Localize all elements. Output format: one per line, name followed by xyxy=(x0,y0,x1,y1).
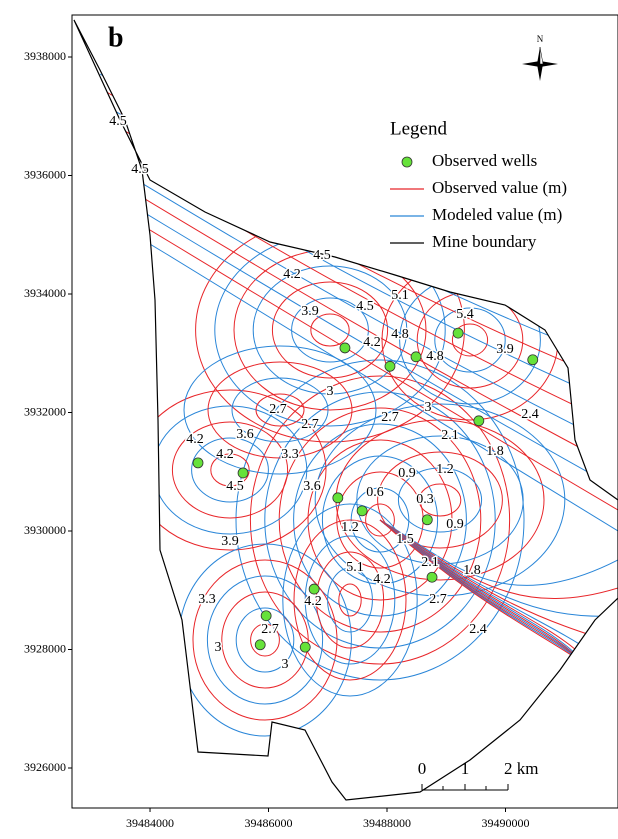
contour-label: 4.2 xyxy=(283,267,301,282)
contour-label: 1.8 xyxy=(486,444,504,459)
panel-label: b xyxy=(108,22,124,53)
x-tick-label: 39488000 xyxy=(363,816,411,830)
contour-label: 2.1 xyxy=(441,428,459,443)
x-tick-label: 39484000 xyxy=(126,816,174,830)
well xyxy=(340,343,350,353)
contour-label: 4.2 xyxy=(373,572,391,587)
contour-label: 2.4 xyxy=(521,407,539,422)
contour-label: 3.9 xyxy=(221,534,239,549)
scale-label: 2 km xyxy=(504,759,538,778)
contour-label: 5.1 xyxy=(391,288,409,303)
well xyxy=(357,506,367,516)
contour-label: 4.5 xyxy=(313,248,331,263)
contour-label: 1.2 xyxy=(341,520,359,535)
well xyxy=(453,328,463,338)
contour-label: 4.5 xyxy=(226,479,244,494)
y-tick-label: 3926000 xyxy=(24,760,66,774)
contour-label: 4.2 xyxy=(186,432,204,447)
well xyxy=(385,361,395,371)
legend-title: Legend xyxy=(390,118,447,139)
legend-label: Observed value (m) xyxy=(432,178,567,197)
well xyxy=(261,611,271,621)
well xyxy=(300,642,310,652)
y-tick-label: 3936000 xyxy=(24,167,66,181)
contour-label: 3 xyxy=(215,640,222,655)
contour-label: 1.5 xyxy=(396,532,414,547)
contour-label: 2.1 xyxy=(421,555,439,570)
contour-label: 0.3 xyxy=(416,492,434,507)
north-label: N xyxy=(537,34,544,44)
contour-label: 2.7 xyxy=(269,402,287,417)
contour-label: 2.4 xyxy=(469,622,487,637)
contour-label: 3.6 xyxy=(236,427,254,442)
well xyxy=(309,584,319,594)
well xyxy=(238,468,248,478)
contour-label: 2.7 xyxy=(381,410,399,425)
y-tick-label: 3938000 xyxy=(24,49,66,63)
x-tick-label: 39490000 xyxy=(481,816,529,830)
y-tick-label: 3934000 xyxy=(24,286,66,300)
contour-label: 3.3 xyxy=(281,447,299,462)
well xyxy=(427,572,437,582)
contour-label: 1.8 xyxy=(463,563,481,578)
contour-label: 3.6 xyxy=(303,479,321,494)
map: 4.5 4.5 4.5 4.2 5.1 5.4 3.9 4.5 4.2 4.8 4.8 3.9 3 2.7… xyxy=(0,0,618,834)
contour-label: 0.6 xyxy=(366,485,384,500)
legend-label: Mine boundary xyxy=(432,232,537,251)
well xyxy=(411,352,421,362)
contour-label: 4.5 xyxy=(109,114,127,129)
y-tick-label: 3932000 xyxy=(24,404,66,418)
contour-label: 4.8 xyxy=(391,327,409,342)
contour-label: 5.1 xyxy=(346,560,364,575)
contour-label: 3 xyxy=(425,400,432,415)
contour-label: 4.8 xyxy=(426,349,444,364)
well xyxy=(255,640,265,650)
contour-label: 2.7 xyxy=(261,622,279,637)
contour-label: 3.9 xyxy=(301,304,319,319)
scale-label: 0 xyxy=(418,759,427,778)
well xyxy=(528,355,538,365)
well xyxy=(193,458,203,468)
contour-label: 3 xyxy=(282,657,289,672)
y-tick-label: 3928000 xyxy=(24,641,66,655)
contour-label: 3.9 xyxy=(496,342,514,357)
contour-label: 5.4 xyxy=(456,307,474,322)
contour-label: 4.2 xyxy=(216,447,234,462)
legend-label: Observed wells xyxy=(432,151,537,170)
scale-label: 1 xyxy=(461,759,470,778)
legend-symbol xyxy=(402,157,412,167)
well xyxy=(333,493,343,503)
contour-label: 4.2 xyxy=(304,594,322,609)
contour-label: 0.9 xyxy=(398,466,416,481)
well xyxy=(474,416,484,426)
contour-label: 4.5 xyxy=(131,162,149,177)
well xyxy=(422,515,432,525)
x-tick-label: 39486000 xyxy=(245,816,293,830)
contour-label: 0.9 xyxy=(446,517,464,532)
contour-label: 2.7 xyxy=(301,417,319,432)
contour-label: 4.5 xyxy=(356,299,374,314)
contour-label: 4.2 xyxy=(363,335,381,350)
contour-label: 3.3 xyxy=(198,592,216,607)
contour-label: 3 xyxy=(327,384,334,399)
y-tick-label: 3930000 xyxy=(24,523,66,537)
contour-label: 1.2 xyxy=(436,462,454,477)
legend-label: Modeled value (m) xyxy=(432,205,562,224)
contour-label: 2.7 xyxy=(429,592,447,607)
